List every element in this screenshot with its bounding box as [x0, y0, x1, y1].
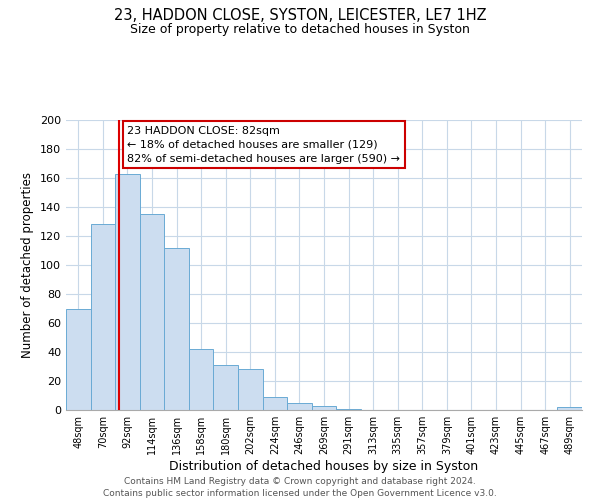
Bar: [164, 248, 189, 410]
Bar: [287, 403, 312, 410]
Bar: [214, 365, 238, 410]
Bar: [312, 406, 336, 410]
Text: 23, HADDON CLOSE, SYSTON, LEICESTER, LE7 1HZ: 23, HADDON CLOSE, SYSTON, LEICESTER, LE7…: [113, 8, 487, 22]
Bar: [66, 308, 91, 410]
X-axis label: Distribution of detached houses by size in Syston: Distribution of detached houses by size …: [169, 460, 479, 473]
Text: Contains public sector information licensed under the Open Government Licence v3: Contains public sector information licen…: [103, 489, 497, 498]
Bar: [140, 214, 164, 410]
Text: Contains HM Land Registry data © Crown copyright and database right 2024.: Contains HM Land Registry data © Crown c…: [124, 478, 476, 486]
Bar: [91, 224, 115, 410]
Bar: [238, 370, 263, 410]
Bar: [115, 174, 140, 410]
Bar: [557, 407, 582, 410]
Text: Size of property relative to detached houses in Syston: Size of property relative to detached ho…: [130, 22, 470, 36]
Bar: [336, 408, 361, 410]
Y-axis label: Number of detached properties: Number of detached properties: [22, 172, 34, 358]
Text: 23 HADDON CLOSE: 82sqm
← 18% of detached houses are smaller (129)
82% of semi-de: 23 HADDON CLOSE: 82sqm ← 18% of detached…: [127, 126, 400, 164]
Bar: [189, 349, 214, 410]
Bar: [263, 397, 287, 410]
